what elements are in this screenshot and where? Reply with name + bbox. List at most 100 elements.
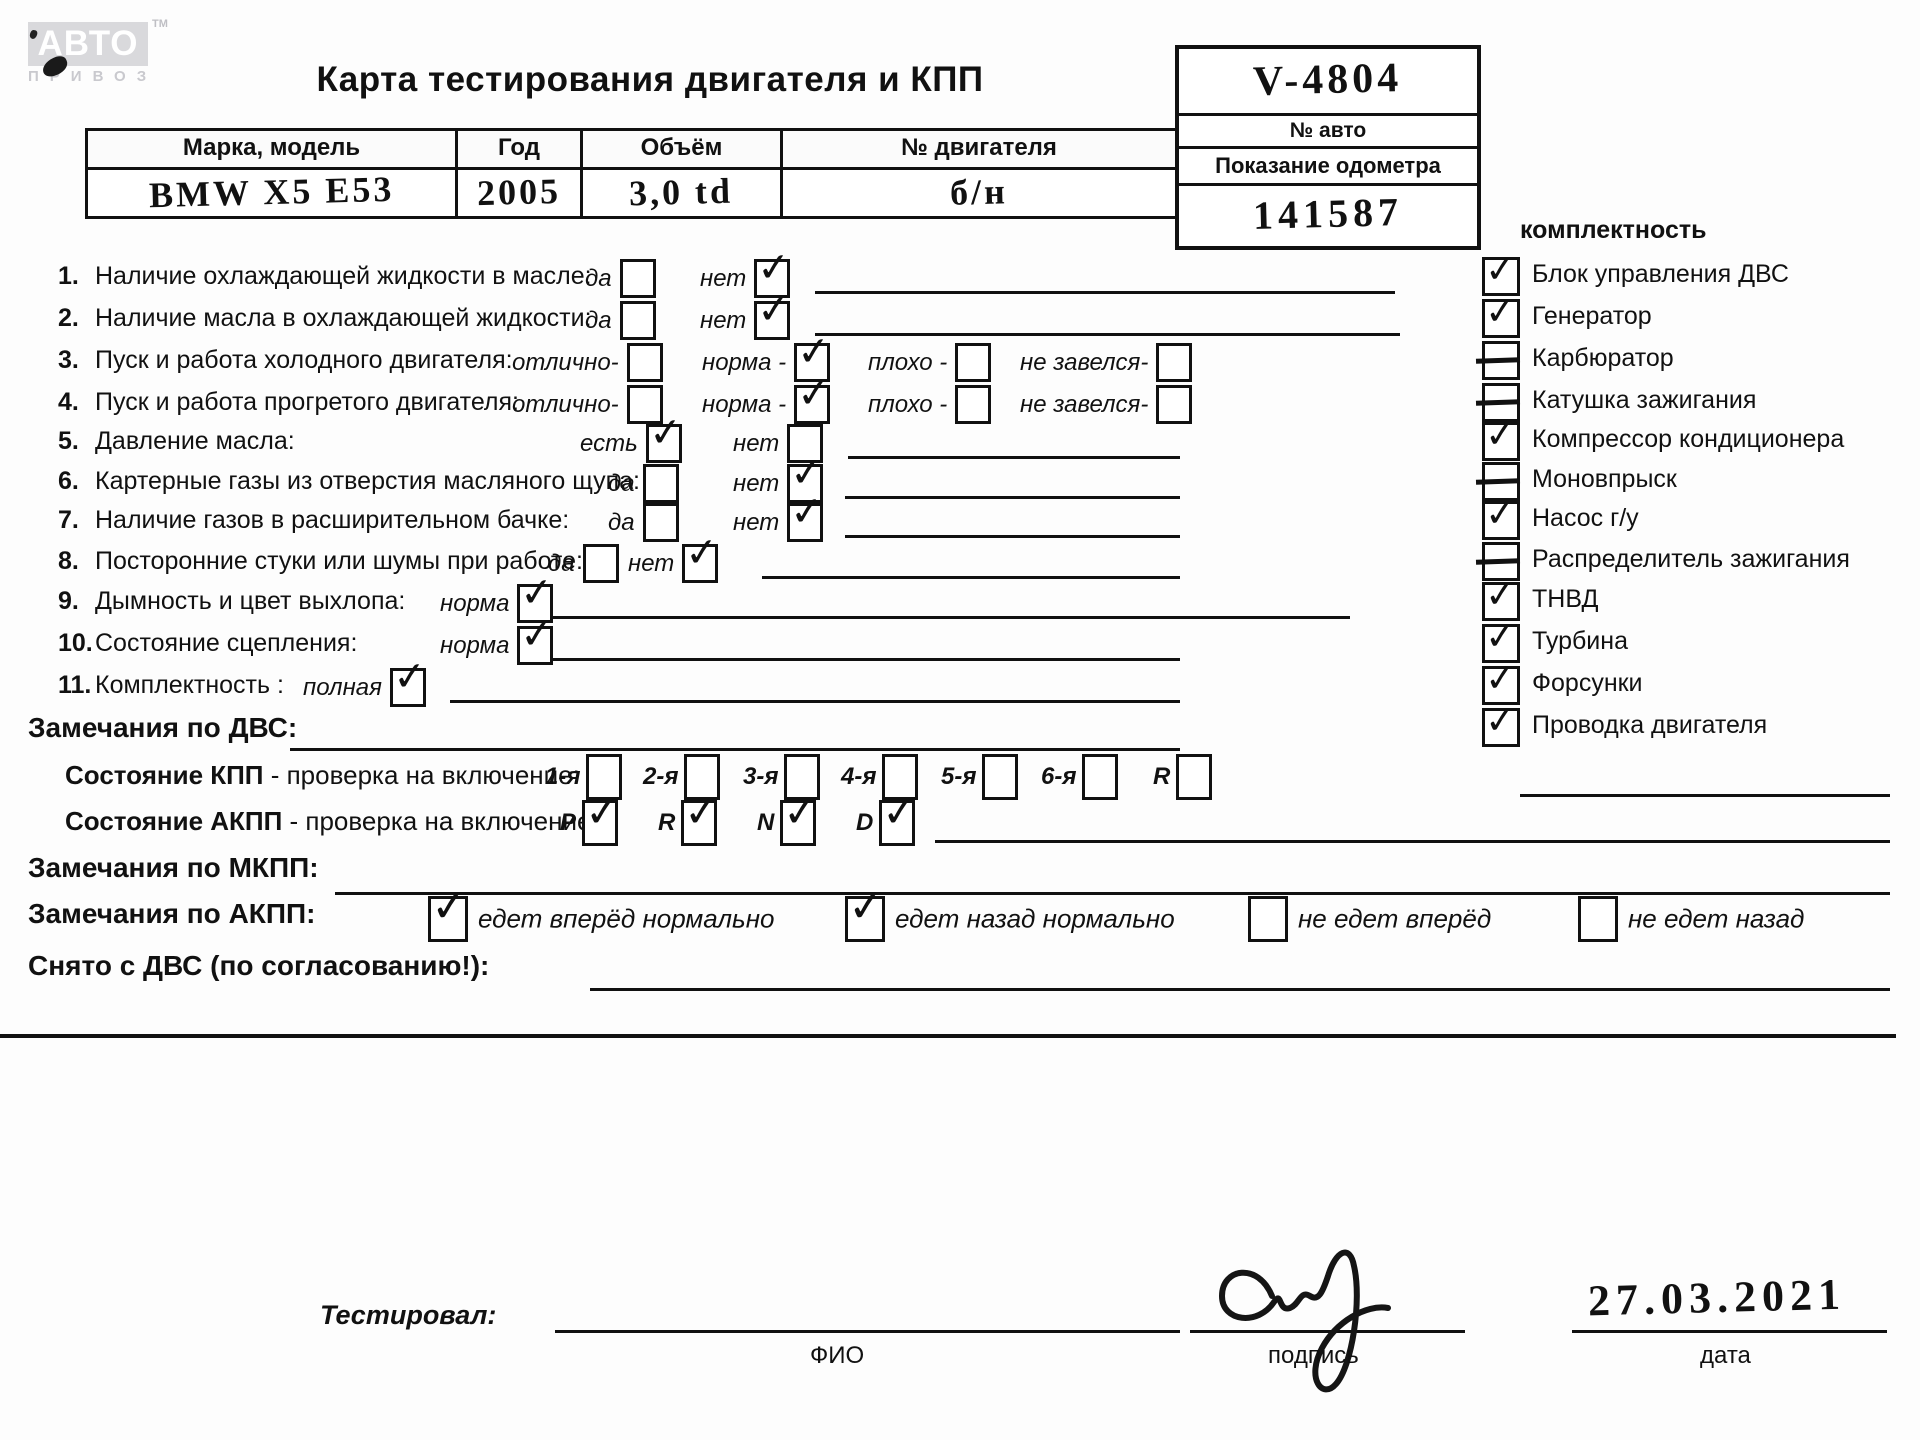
- option-checkbox[interactable]: ✓: [517, 569, 556, 623]
- value-engine-no[interactable]: б/н: [783, 170, 1178, 216]
- date-line[interactable]: [1572, 1330, 1887, 1333]
- completeness-item: ✓ Генератор: [1482, 289, 1652, 339]
- gear-checkbox[interactable]: ✓: [582, 786, 622, 846]
- blank-line[interactable]: [848, 456, 1180, 459]
- completeness-checkbox[interactable]: ✓: [1482, 698, 1520, 747]
- option-checkbox[interactable]: ✓: [517, 611, 556, 665]
- blank-line[interactable]: [552, 658, 1180, 661]
- odometer-value[interactable]: 141587: [1252, 189, 1404, 238]
- completeness-label: ТНВД: [1532, 585, 1599, 613]
- completeness-checkbox[interactable]: [1475, 542, 1521, 581]
- completeness-checkbox[interactable]: ✓: [1482, 656, 1520, 705]
- check-mark: ✓: [1483, 571, 1518, 618]
- check-mark: ✓: [795, 327, 833, 377]
- option-label: плохо -: [868, 348, 948, 376]
- akpp-remark-checkbox[interactable]: [1578, 896, 1618, 942]
- blank-line[interactable]: [450, 700, 1180, 703]
- completeness-item: ✓ Насос г/у: [1482, 491, 1639, 541]
- fio-caption: ФИО: [810, 1342, 865, 1369]
- fio-line[interactable]: [555, 1330, 1180, 1333]
- check-mark: ✓: [846, 879, 887, 934]
- car-number-value[interactable]: V-4804: [1179, 49, 1477, 116]
- option-checkbox[interactable]: [955, 343, 992, 382]
- option-checkbox[interactable]: ✓: [389, 653, 428, 707]
- completeness-label: Компрессор кондиционера: [1532, 425, 1845, 453]
- item-number: 7.: [58, 506, 79, 534]
- gear-checkbox[interactable]: [684, 754, 721, 800]
- gear-label: 4-я: [841, 763, 877, 790]
- blank-line[interactable]: [845, 496, 1180, 499]
- option-checkbox[interactable]: [1156, 343, 1193, 382]
- gear-checkbox[interactable]: [586, 754, 623, 800]
- akpp-remark-checkbox[interactable]: [1248, 896, 1288, 942]
- completeness-checkbox[interactable]: ✓: [1482, 412, 1520, 461]
- option-label: нет: [628, 549, 675, 577]
- gear-checkbox[interactable]: [982, 754, 1019, 800]
- option-checkbox[interactable]: ✓: [787, 488, 825, 542]
- akpp-remark-checkbox[interactable]: ✓: [428, 880, 470, 942]
- check-mark: ✓: [518, 610, 556, 660]
- option-checkbox[interactable]: ✓: [754, 244, 792, 298]
- blank-line[interactable]: [815, 291, 1395, 294]
- gear-checkbox[interactable]: ✓: [879, 786, 919, 846]
- akpp-remark-option: не едет вперёд: [1248, 896, 1491, 942]
- item-number: 3.: [58, 346, 79, 374]
- completeness-checkbox[interactable]: ✓: [1482, 247, 1520, 296]
- gear-checkbox[interactable]: [784, 754, 821, 800]
- completeness-checkbox[interactable]: [1475, 383, 1521, 422]
- option-checkbox[interactable]: [642, 503, 679, 542]
- value-volume[interactable]: 3,0 td: [583, 170, 783, 216]
- mkpp-remarks-line[interactable]: [335, 892, 1890, 895]
- value-year[interactable]: 2005: [458, 170, 583, 216]
- signature-scribble: [1218, 1249, 1391, 1393]
- removed-line[interactable]: [590, 988, 1890, 991]
- option: да: [608, 464, 679, 503]
- gear-checkbox[interactable]: ✓: [780, 786, 820, 846]
- option-checkbox[interactable]: ✓: [787, 449, 825, 503]
- completeness-checkbox[interactable]: [1475, 462, 1521, 501]
- blank-line[interactable]: [762, 576, 1180, 579]
- completeness-checkbox[interactable]: ✓: [1482, 491, 1520, 540]
- blank-line[interactable]: [552, 616, 1350, 619]
- completeness-checkbox[interactable]: ✓: [1482, 572, 1520, 621]
- blank-line[interactable]: [815, 333, 1400, 336]
- dvs-remarks-line[interactable]: [290, 748, 1180, 751]
- completeness-checkbox[interactable]: ✓: [1482, 614, 1520, 663]
- option-checkbox[interactable]: ✓: [645, 409, 684, 463]
- gear-checkbox[interactable]: ✓: [681, 786, 721, 846]
- option-checkbox[interactable]: ✓: [794, 328, 832, 382]
- option-checkbox[interactable]: [619, 259, 656, 298]
- option-checkbox[interactable]: ✓: [794, 370, 832, 424]
- akpp-remark-checkbox[interactable]: ✓: [845, 880, 887, 942]
- option-label: есть: [580, 429, 638, 457]
- kpp-line[interactable]: [1520, 794, 1890, 797]
- gear-checkbox[interactable]: [1176, 754, 1213, 800]
- gear-checkbox[interactable]: [882, 754, 919, 800]
- checklist-row: 7. Наличие газов в расширительном бачке: д…: [0, 488, 1480, 543]
- date-caption: дата: [1700, 1342, 1751, 1369]
- option: норма - ✓: [702, 370, 832, 424]
- option-checkbox[interactable]: [955, 385, 992, 424]
- date-value[interactable]: 27.03.2021: [1587, 1269, 1847, 1326]
- completeness-checkbox[interactable]: ✓: [1482, 289, 1520, 338]
- option-checkbox[interactable]: ✓: [754, 286, 792, 340]
- signature-line[interactable]: [1190, 1330, 1465, 1333]
- completeness-checkbox[interactable]: [1475, 341, 1521, 380]
- option-checkbox[interactable]: [787, 424, 824, 463]
- gear-option: P ✓: [560, 786, 622, 846]
- blank-line[interactable]: [845, 535, 1180, 538]
- akpp-line[interactable]: [935, 840, 1890, 843]
- option-checkbox[interactable]: [582, 544, 619, 583]
- option-checkbox[interactable]: [619, 301, 656, 340]
- option-checkbox[interactable]: [626, 385, 663, 424]
- completeness-item: Распределитель зажигания: [1475, 542, 1850, 582]
- option-label: плохо -: [868, 390, 948, 418]
- option-checkbox[interactable]: [626, 343, 663, 382]
- option-checkbox[interactable]: ✓: [682, 529, 720, 583]
- option-checkbox[interactable]: [1156, 385, 1193, 424]
- option-checkbox[interactable]: [642, 464, 679, 503]
- vehicle-id-box: V-4804 № авто Показание одометра 141587: [1175, 45, 1481, 250]
- value-make-model[interactable]: BMW X5 E53: [88, 169, 458, 216]
- gear-checkbox[interactable]: [1082, 754, 1119, 800]
